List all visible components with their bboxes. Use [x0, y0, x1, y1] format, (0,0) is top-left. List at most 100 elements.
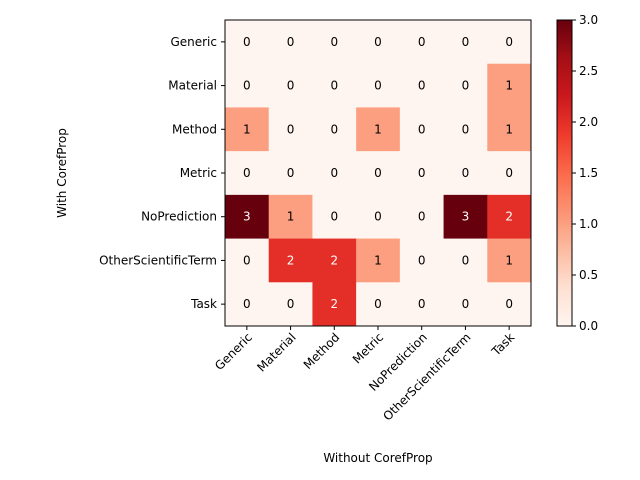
cell-value-label: 0: [287, 122, 295, 136]
x-tick-label: Material: [254, 330, 298, 374]
cell-value-label: 0: [418, 122, 426, 136]
cell-value-label: 2: [505, 210, 513, 224]
heatmap-cell: [356, 63, 401, 108]
y-tick-label: Material: [168, 79, 217, 93]
cell-value-label: 1: [505, 122, 513, 136]
x-tick-label: Method: [301, 330, 343, 372]
cell-value-label: 0: [374, 210, 382, 224]
cell-value-label: 0: [243, 253, 251, 267]
cell-value-label: 0: [374, 79, 382, 93]
heatmap-cell: [356, 282, 401, 327]
cell-value-label: 1: [243, 122, 251, 136]
cell-value-label: 0: [330, 122, 338, 136]
heatmap-cell: [399, 238, 445, 283]
heatmap-cell: [443, 107, 488, 152]
cell-value-label: 3: [462, 210, 470, 224]
colorbar-tick-label: 2.5: [579, 64, 598, 78]
heatmap-cell: [399, 63, 445, 108]
cell-value-label: 0: [287, 166, 295, 180]
cell-value-label: 0: [418, 79, 426, 93]
y-axis-label: With CorefProp: [55, 128, 69, 218]
heatmap-cell: [356, 107, 401, 152]
heatmap-cell: [225, 107, 270, 152]
heatmap-cell: [399, 107, 445, 152]
heatmap-cell: [443, 20, 488, 65]
colorbar-tick-label: 2.0: [579, 115, 598, 129]
heatmap-cell: [225, 20, 270, 65]
cell-value-label: 0: [330, 166, 338, 180]
x-tick-label: Metric: [350, 330, 386, 366]
cell-value-label: 0: [330, 210, 338, 224]
cell-value-label: 0: [287, 297, 295, 311]
cell-value-label: 0: [462, 253, 470, 267]
heatmap-cell: [268, 194, 313, 240]
heatmap-cell: [356, 20, 401, 65]
cell-value-label: 0: [418, 210, 426, 224]
cell-value-label: 2: [330, 253, 338, 267]
x-tick-label: Generic: [212, 330, 255, 373]
heatmap-cell: [312, 63, 357, 108]
heatmap-cells: [225, 20, 532, 327]
heatmap-cell: [312, 282, 357, 327]
heatmap-cell: [487, 63, 532, 108]
heatmap-cell: [225, 238, 270, 283]
colorbar: [556, 19, 573, 327]
heatmap-cell: [312, 151, 357, 196]
heatmap-cell: [487, 238, 532, 283]
heatmap-cell: [356, 194, 401, 240]
cell-value-label: 1: [374, 122, 382, 136]
heatmap-cell: [399, 194, 445, 240]
cell-value-label: 0: [505, 166, 513, 180]
colorbar-tick-label: 0.0: [579, 319, 598, 333]
heatmap-cell: [487, 107, 532, 152]
cell-value-label: 0: [243, 297, 251, 311]
y-tick-label: Generic: [170, 35, 217, 49]
heatmap-cell: [487, 194, 532, 240]
cell-value-label: 0: [374, 297, 382, 311]
colorbar-ticks: 0.0 0.5 1.0 1.5 2.0 2.5 3.0: [572, 13, 598, 333]
heatmap-cell: [268, 238, 313, 283]
x-tick-label: OtherScientificTerm: [380, 330, 473, 423]
heatmap-cell: [443, 63, 488, 108]
cell-value-label: 0: [505, 35, 513, 49]
heatmap-cell: [312, 194, 357, 240]
colorbar-tick-label: 0.5: [579, 268, 598, 282]
cell-value-label: 0: [462, 122, 470, 136]
heatmap-cell: [487, 151, 532, 196]
cell-value-label: 0: [287, 79, 295, 93]
heatmap-cell: [312, 238, 357, 283]
heatmap-cell: [443, 238, 488, 283]
cell-value-label: 0: [418, 297, 426, 311]
heatmap-cell: [487, 20, 532, 65]
cell-value-label: 0: [462, 297, 470, 311]
heatmap-cell: [399, 151, 445, 196]
cell-value-label: 0: [330, 35, 338, 49]
heatmap-cell: [225, 151, 270, 196]
cell-value-label: 0: [374, 35, 382, 49]
cell-value-label: 1: [374, 253, 382, 267]
heatmap-cell: [443, 151, 488, 196]
heatmap-cell: [225, 282, 270, 327]
heatmap-cell: [312, 107, 357, 152]
cell-value-label: 0: [418, 166, 426, 180]
heatmap-cell: [312, 20, 357, 65]
cell-value-label: 3: [243, 210, 251, 224]
cell-value-label: 0: [418, 35, 426, 49]
cell-value-label: 0: [505, 297, 513, 311]
heatmap-cell: [356, 238, 401, 283]
heatmap-cell-labels: 0 0 0 0 0 0 0 0 0 0 0 0 0 1 1 0 0 1 0 0 1 0 0 0 0 0 0 0 3 1 0 0 0 3 2 0 2 2 1 0…: [243, 35, 513, 311]
cell-value-label: 0: [462, 79, 470, 93]
y-tick-label: Method: [172, 122, 217, 136]
heatmap-cell: [487, 282, 532, 327]
cell-value-label: 0: [418, 253, 426, 267]
cell-value-label: 0: [243, 166, 251, 180]
cell-value-label: 1: [505, 253, 513, 267]
y-axis: Generic Material Method Metric NoPrediction O…: [99, 35, 225, 311]
colorbar-tick-label: 1.0: [579, 217, 598, 231]
cell-value-label: 0: [462, 166, 470, 180]
cell-value-label: 0: [330, 79, 338, 93]
heatmap-cell: [443, 194, 488, 240]
cell-value-label: 2: [330, 297, 338, 311]
cell-value-label: 0: [287, 35, 295, 49]
y-tick-label: NoPrediction: [141, 210, 217, 224]
